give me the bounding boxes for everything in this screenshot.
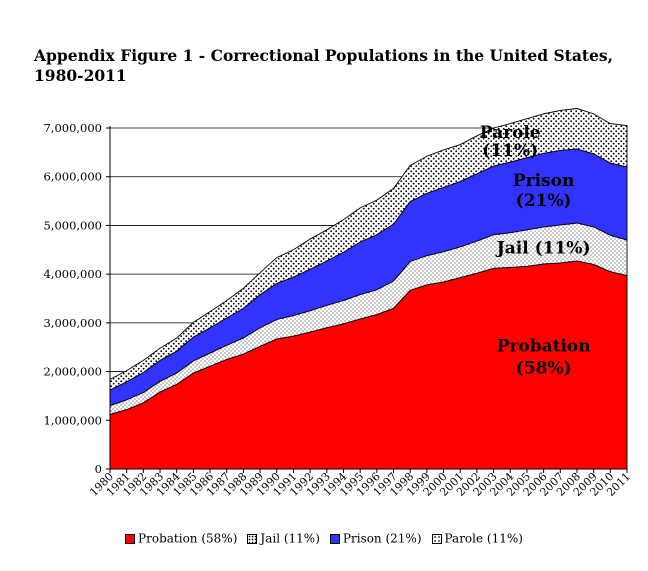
- legend-item: Probation (58%): [125, 531, 237, 546]
- stacked-area-chart: 0 1,000,000 2,000,000 3,000,000 4,000,000 5,0…: [43, 108, 633, 499]
- annotation-label: Parole: [480, 123, 541, 143]
- annotation-label: Probation: [497, 336, 591, 356]
- legend-label: Prison (21%): [342, 531, 422, 546]
- legend-label: Parole (11%): [444, 531, 523, 546]
- legend-label: Probation (58%): [138, 531, 238, 546]
- legend-swatch: [247, 533, 258, 544]
- legend-item: Jail (11%): [247, 531, 320, 546]
- annotation-label: (21%): [516, 191, 572, 211]
- legend-swatch: [431, 533, 442, 544]
- legend-item: Prison (21%): [329, 531, 422, 546]
- legend-item: Parole (11%): [431, 531, 523, 546]
- y-tick-label: 5,000,000: [43, 218, 102, 232]
- y-tick-label: 6,000,000: [43, 170, 102, 184]
- legend-swatch: [125, 533, 136, 544]
- chart-title: Appendix Figure 1 - Correctional Populat…: [34, 46, 614, 85]
- y-tick-label: 0: [95, 462, 102, 476]
- annotation-label: Jail (11%): [495, 238, 591, 258]
- legend-label: Jail (11%): [260, 531, 320, 546]
- area-series: [109, 108, 628, 470]
- y-tick-label: 7,000,000: [43, 121, 102, 135]
- y-tick-label: 3,000,000: [43, 316, 102, 330]
- annotation-label: (11%): [482, 141, 538, 161]
- y-tick-label: 4,000,000: [43, 267, 102, 281]
- y-tick-label: 2,000,000: [43, 365, 102, 379]
- legend-swatch: [329, 533, 340, 544]
- annotations: Parole(11%) Prison(21%) Jail (11%) Probatio…: [480, 123, 591, 379]
- area-parole: [109, 108, 628, 391]
- y-tick-label: 1,000,000: [43, 413, 102, 427]
- annotation-label: Prison: [513, 171, 574, 191]
- annotation-label: (58%): [516, 358, 572, 378]
- legend: Probation (58%) Jail (11%) Prison (21%) Par…: [0, 531, 648, 546]
